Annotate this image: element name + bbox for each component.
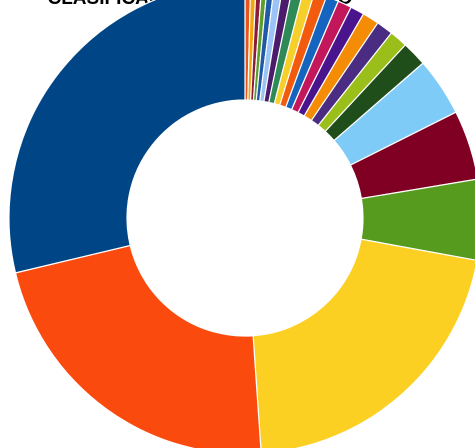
pie-slice-22: [14, 244, 262, 448]
pie-slice-19: [349, 111, 475, 200]
pie-slice-23: [8, 0, 246, 274]
pie-slice-21: [252, 238, 475, 448]
slices-group: [8, 0, 475, 448]
pie-slice-20: [360, 178, 475, 261]
